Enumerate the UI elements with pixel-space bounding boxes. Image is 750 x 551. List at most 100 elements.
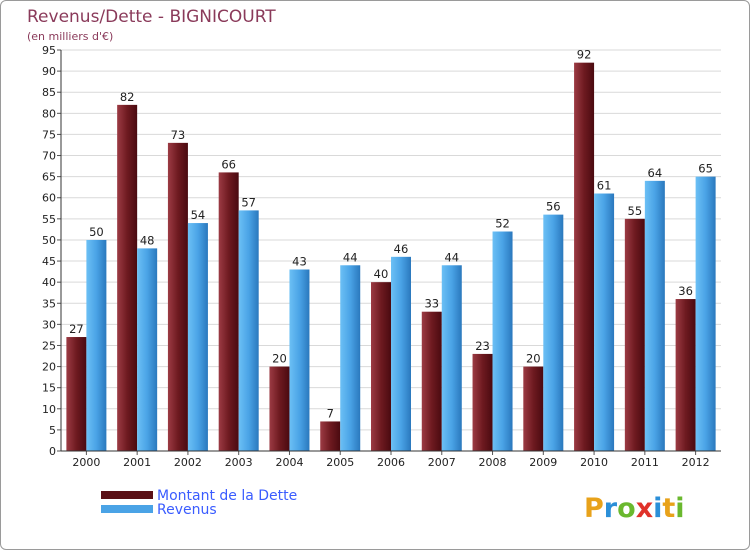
bar-revenus-2000 <box>86 239 107 451</box>
logo-letter-r: r <box>604 493 618 524</box>
bar-dette-2001 <box>117 104 138 451</box>
legend: Montant de la Dette Revenus <box>101 488 297 518</box>
data-label-dette-2002: 73 <box>171 128 186 142</box>
data-label-revenus-2008: 52 <box>495 217 510 231</box>
y-tick-label-80: 80 <box>42 107 56 120</box>
bar-dette-2004 <box>269 366 290 451</box>
y-tick-label-15: 15 <box>42 382 56 395</box>
logo-letter-i2: i <box>675 493 684 524</box>
data-label-dette-2011: 55 <box>628 204 643 218</box>
x-axis: 2000 2001 2002 2003 2004 2005 2006 2007 2008 2009… <box>72 451 710 469</box>
data-label-revenus-2001: 48 <box>140 233 155 247</box>
bar-dette-2010 <box>574 62 595 452</box>
y-tick-label-40: 40 <box>42 276 56 289</box>
legend-swatch-dette <box>101 491 153 499</box>
y-tick-label-20: 20 <box>42 361 56 374</box>
bar-dette-2005 <box>320 421 341 451</box>
y-tick-label-75: 75 <box>42 128 56 141</box>
bar-dette-2003 <box>218 172 239 451</box>
data-label-dette-2000: 27 <box>69 322 84 336</box>
bar-revenus-2001 <box>137 248 158 451</box>
data-label-revenus-2005: 44 <box>343 250 358 264</box>
logo-letter-i: i <box>653 493 662 524</box>
logo-letter-o: o <box>617 493 636 524</box>
y-tick-label-65: 65 <box>42 171 56 184</box>
y-tick-label-60: 60 <box>42 192 56 205</box>
data-label-dette-2007: 33 <box>424 297 439 311</box>
bar-revenus-2006 <box>391 256 411 451</box>
y-tick-label-95: 95 <box>42 44 56 57</box>
bar-revenus-2011 <box>644 180 665 451</box>
chart-title: Revenus/Dette - BIGNICOURT <box>27 7 276 27</box>
data-label-dette-2006: 40 <box>374 267 389 281</box>
bar-revenus-2010 <box>594 193 615 451</box>
legend-label-dette: Montant de la Dette <box>157 488 297 504</box>
data-label-revenus-2009: 56 <box>546 200 561 214</box>
bar-dette-2000 <box>66 337 87 451</box>
data-label-revenus-2012: 65 <box>698 162 713 176</box>
x-tick-label-2010: 2010 <box>580 456 608 469</box>
x-tick-label-2004: 2004 <box>275 456 303 469</box>
logo-letter-x: x <box>636 493 653 524</box>
data-label-dette-2003: 66 <box>221 157 236 171</box>
bar-revenus-2008 <box>492 231 513 451</box>
y-tick-label-70: 70 <box>42 150 56 163</box>
legend-swatch-revenus <box>101 505 153 513</box>
bar-revenus-2003 <box>238 210 259 451</box>
y-tick-label-35: 35 <box>42 297 56 310</box>
y-tick-label-45: 45 <box>42 255 56 268</box>
bar-dette-2012 <box>675 299 696 451</box>
data-label-revenus-2002: 54 <box>191 208 206 222</box>
y-tick-label-85: 85 <box>42 86 56 99</box>
data-label-revenus-2004: 43 <box>292 254 307 268</box>
data-label-dette-2004: 20 <box>272 352 287 366</box>
x-tick-label-2009: 2009 <box>529 456 557 469</box>
y-axis: 0 5 10 15 20 25 30 35 40 45 50 55 60 65 70 75 80 85 90 95 <box>42 44 61 458</box>
data-label-revenus-2011: 64 <box>648 166 663 180</box>
data-label-dette-2012: 36 <box>678 284 693 298</box>
bar-revenus-2004 <box>289 269 310 451</box>
bars <box>66 62 716 452</box>
y-tick-label-25: 25 <box>42 339 56 352</box>
proxiti-logo: Proxiti <box>584 493 685 524</box>
data-label-revenus-2007: 44 <box>444 250 459 264</box>
data-label-dette-2005: 7 <box>327 406 334 420</box>
data-label-dette-2008: 23 <box>475 339 490 353</box>
bar-dette-2007 <box>421 311 442 451</box>
bar-revenus-2005 <box>340 265 361 451</box>
logo-letter-p: P <box>584 493 604 524</box>
data-label-revenus-2006: 46 <box>394 242 409 256</box>
data-label-revenus-2010: 61 <box>597 179 612 193</box>
bar-revenus-2007 <box>441 265 462 451</box>
legend-label-revenus: Revenus <box>157 502 217 518</box>
y-tick-label-5: 5 <box>49 424 56 437</box>
y-tick-label-10: 10 <box>42 403 56 416</box>
chart-subtitle: (en milliers d'€) <box>27 30 113 43</box>
x-tick-label-2005: 2005 <box>326 456 354 469</box>
x-tick-label-2011: 2011 <box>631 456 659 469</box>
bar-dette-2006 <box>371 282 391 451</box>
bar-revenus-2009 <box>543 214 564 451</box>
x-tick-label-2007: 2007 <box>428 456 456 469</box>
y-tick-label-30: 30 <box>42 318 56 331</box>
data-label-dette-2001: 82 <box>120 90 135 104</box>
y-tick-label-50: 50 <box>42 234 56 247</box>
x-tick-label-2003: 2003 <box>225 456 253 469</box>
data-label-dette-2009: 20 <box>526 352 541 366</box>
bar-dette-2002 <box>167 142 188 451</box>
x-tick-label-2001: 2001 <box>123 456 151 469</box>
data-label-revenus-2003: 57 <box>241 195 256 209</box>
x-tick-label-2006: 2006 <box>377 456 405 469</box>
logo-letter-t: t <box>662 493 675 524</box>
bar-dette-2009 <box>523 366 544 451</box>
y-tick-label-0: 0 <box>49 445 56 458</box>
y-tick-label-55: 55 <box>42 213 56 226</box>
data-label-dette-2010: 92 <box>577 48 592 62</box>
x-tick-label-2012: 2012 <box>682 456 710 469</box>
bar-dette-2008 <box>472 353 493 451</box>
bar-revenus-2002 <box>187 223 208 451</box>
bar-revenus-2012 <box>695 176 716 451</box>
y-tick-label-90: 90 <box>42 65 56 78</box>
